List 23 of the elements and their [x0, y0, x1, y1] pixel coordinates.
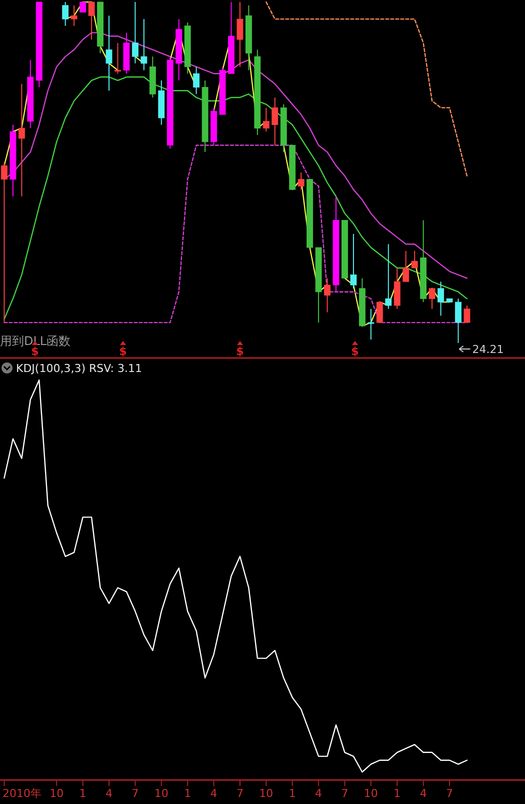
x-tick-label: 4	[315, 787, 322, 800]
x-tick-label: 4	[106, 787, 112, 800]
x-tick-label: 1	[394, 787, 401, 800]
x-tick-label: 10	[259, 787, 274, 800]
x-tick-label: 10	[50, 787, 64, 800]
x-tick-label: 7	[132, 787, 139, 800]
x-tick-label: 7	[236, 787, 244, 800]
x-tick-label: 4	[420, 787, 427, 800]
x-tick-label: 10	[154, 787, 168, 800]
text: 24.21	[472, 343, 504, 356]
x-tick-label: 4	[210, 787, 218, 800]
x-tick-label: 2010年	[2, 787, 42, 800]
x-tick-label: 7	[341, 787, 348, 800]
x-tick-label: 10	[364, 787, 378, 800]
text: $	[31, 345, 39, 358]
x-tick-label: 1	[79, 787, 86, 800]
x-tick-label: 1	[288, 787, 296, 800]
text: $	[236, 345, 244, 358]
x-tick-label: 7	[446, 787, 454, 800]
x-tick-label: 1	[184, 787, 192, 800]
chart-title: KDJ(100,3,3) RSV: 3.11	[16, 362, 142, 375]
text: $	[351, 345, 359, 358]
text: $	[119, 345, 127, 358]
